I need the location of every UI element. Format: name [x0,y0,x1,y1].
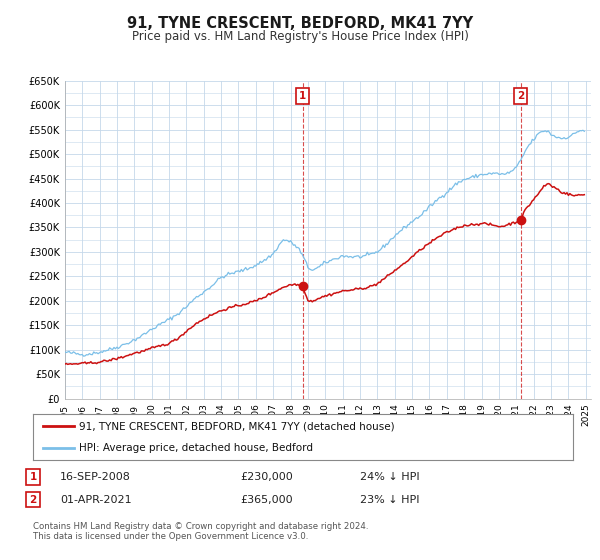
Text: 23% ↓ HPI: 23% ↓ HPI [360,494,419,505]
Text: 2: 2 [29,494,37,505]
Text: 91, TYNE CRESCENT, BEDFORD, MK41 7YY (detached house): 91, TYNE CRESCENT, BEDFORD, MK41 7YY (de… [79,421,395,431]
Text: Contains HM Land Registry data © Crown copyright and database right 2024.
This d: Contains HM Land Registry data © Crown c… [33,522,368,542]
Text: £365,000: £365,000 [240,494,293,505]
Text: 91, TYNE CRESCENT, BEDFORD, MK41 7YY: 91, TYNE CRESCENT, BEDFORD, MK41 7YY [127,16,473,31]
Text: 1: 1 [29,472,37,482]
Text: Price paid vs. HM Land Registry's House Price Index (HPI): Price paid vs. HM Land Registry's House … [131,30,469,43]
Text: HPI: Average price, detached house, Bedford: HPI: Average price, detached house, Bedf… [79,444,313,454]
Text: 2: 2 [517,91,524,101]
Text: £230,000: £230,000 [240,472,293,482]
Text: 16-SEP-2008: 16-SEP-2008 [60,472,131,482]
Text: 1: 1 [299,91,307,101]
Text: 24% ↓ HPI: 24% ↓ HPI [360,472,419,482]
Text: 01-APR-2021: 01-APR-2021 [60,494,131,505]
